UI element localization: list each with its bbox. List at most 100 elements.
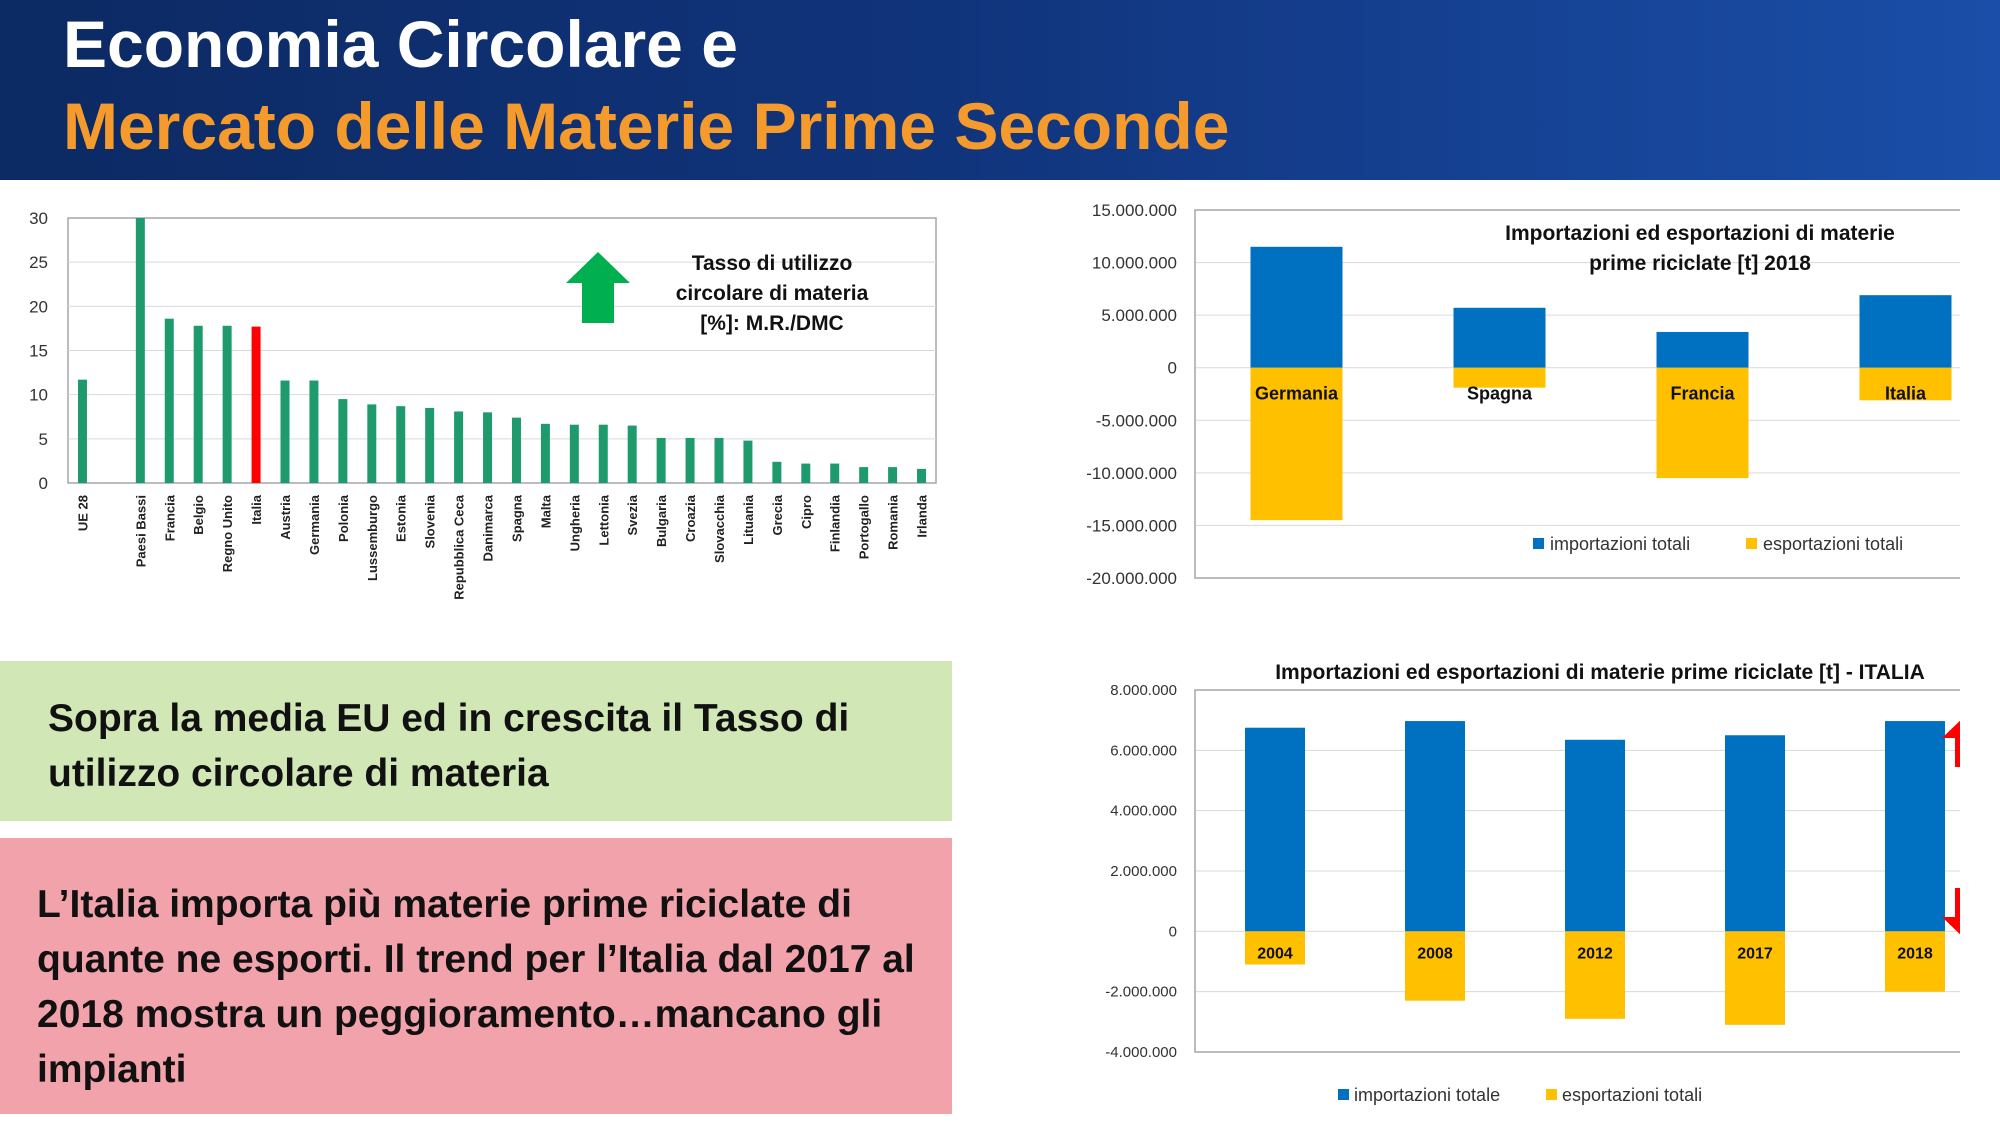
bar-slovenia xyxy=(425,407,435,483)
x-tick-label: Romania xyxy=(886,494,901,550)
bar-export-spagna xyxy=(1453,367,1546,388)
x-tick-label: Repubblica Ceca xyxy=(452,494,467,600)
y-tick-label: 0 xyxy=(1168,359,1177,378)
x-tick-label: Ungheria xyxy=(567,494,582,551)
bar-germania xyxy=(309,380,319,483)
x-tick-label: Slovenia xyxy=(423,494,438,548)
bar-francia xyxy=(164,318,174,483)
x-tick-label: Austria xyxy=(278,494,293,540)
bar-italia xyxy=(251,326,261,483)
x-tick-label: Spagna xyxy=(509,494,524,542)
bar-cipro xyxy=(801,463,811,483)
bar-export-germania xyxy=(1250,367,1343,521)
bar-belgio xyxy=(193,325,203,483)
legend-swatch-export xyxy=(1546,1089,1557,1100)
bar-regno-unito xyxy=(222,325,232,483)
x-tick-label: Lussemburgo xyxy=(365,495,380,581)
x-tick-label: Bulgaria xyxy=(654,494,669,547)
chart-title: Importazioni ed esportazioni di materie … xyxy=(1275,661,1925,684)
page-title-line1: Economia Circolare e xyxy=(63,7,738,81)
red-box: L’Italia importa più materie prime ricic… xyxy=(0,838,952,1114)
legend-label: esportazioni totali xyxy=(1763,534,1903,554)
legend-swatch-export xyxy=(1746,538,1757,549)
legend-label: importazioni totale xyxy=(1354,1085,1500,1105)
page-title-line2: Mercato delle Materie Prime Seconde xyxy=(63,89,1230,163)
chart-title: Importazioni ed esportazioni di materie xyxy=(1505,222,1895,245)
y-tick-label: 5 xyxy=(39,430,48,449)
bar-danimarca xyxy=(483,412,493,483)
bar-export-2004 xyxy=(1245,931,1305,965)
bar-slovacchia xyxy=(714,437,724,483)
x-tick-label: Paesi Bassi xyxy=(133,495,148,567)
bar-polonia xyxy=(338,399,348,483)
x-tick-label: Danimarca xyxy=(481,494,496,561)
x-tick-label: Polonia xyxy=(336,494,351,542)
bar-export-francia xyxy=(1656,367,1749,479)
y-tick-label: -2.000.000 xyxy=(1105,984,1177,1001)
x-tick-label: Malta xyxy=(538,494,553,528)
bar-spagna xyxy=(511,417,521,483)
y-tick-label: 10.000.000 xyxy=(1092,254,1177,273)
x-tick-label: Estonia xyxy=(394,494,409,542)
x-tick-label: Cipro xyxy=(799,495,814,529)
bar-import-2008 xyxy=(1405,721,1465,932)
header-banner: Economia Circolare e Mercato delle Mater… xyxy=(0,0,2000,180)
x-tick-label: 2012 xyxy=(1577,945,1613,962)
plot-frame xyxy=(1194,209,1960,579)
green-box: Sopra la media EU ed in crescita il Tass… xyxy=(0,661,952,821)
red-arrow-down-icon xyxy=(1942,888,1960,935)
legend-label: importazioni totali xyxy=(1550,534,1690,554)
bar-export-italia xyxy=(1859,367,1952,401)
bar-lussemburgo xyxy=(367,404,377,483)
legend-swatch-import xyxy=(1338,1089,1349,1100)
x-tick-label: 2004 xyxy=(1257,945,1293,962)
green-box-text: Sopra la media EU ed in crescita il Tass… xyxy=(48,697,850,795)
chart-annotation: Tasso di utilizzo xyxy=(692,252,853,275)
x-tick-label: Spagna xyxy=(1467,384,1533,404)
y-tick-label: -5.000.000 xyxy=(1096,411,1177,430)
chart-annotation: circolare di materia xyxy=(676,282,869,305)
x-tick-label: Grecia xyxy=(770,494,785,535)
bar-import-2004 xyxy=(1245,727,1305,932)
bar-croazia xyxy=(685,437,695,483)
bar-ungheria xyxy=(569,424,579,483)
x-tick-label: Finlandia xyxy=(828,494,843,552)
legend-label: esportazioni totali xyxy=(1562,1085,1702,1105)
x-tick-label: Regno Unito xyxy=(220,495,235,572)
x-tick-label: Francia xyxy=(1670,384,1735,404)
y-tick-label: 15 xyxy=(29,342,48,361)
chart-annotation: [%]: M.R./DMC xyxy=(700,312,843,335)
bar-romania xyxy=(888,467,898,483)
x-tick-label: 2017 xyxy=(1737,945,1773,962)
y-tick-label: -10.000.000 xyxy=(1086,464,1177,483)
x-tick-label: Portogallo xyxy=(857,495,872,559)
x-tick-label: Lituania xyxy=(741,494,756,545)
x-tick-label: Germania xyxy=(1255,384,1339,404)
y-tick-label: -4.000.000 xyxy=(1105,1044,1177,1061)
x-tick-label: 2018 xyxy=(1897,945,1933,962)
bar-irlanda xyxy=(917,468,927,483)
x-tick-label: 2008 xyxy=(1417,945,1453,962)
red-arrow-up-icon xyxy=(1942,720,1960,767)
plot-frame xyxy=(1194,689,1960,1053)
red-box-text: L’Italia importa più materie prime ricic… xyxy=(37,883,915,1091)
bar-bulgaria xyxy=(656,437,666,483)
y-tick-label: 15.000.000 xyxy=(1092,201,1177,220)
chart-circular-rate: 0 5 10 15 20 25 30 UE 28 Paesi Bassi Francia Belgi… xyxy=(29,209,937,600)
bar-import-2012 xyxy=(1565,739,1625,932)
bar-import-italia xyxy=(1859,295,1952,368)
bar-lituania xyxy=(743,440,753,483)
y-tick-label: 6.000.000 xyxy=(1110,742,1177,759)
chart-import-export-italia: -4.000.000 -2.000.000 0 2.000.000 4.000.000 6… xyxy=(1105,661,1960,1105)
bar-repubblica-ceca xyxy=(454,411,464,483)
bar-paesi-bassi xyxy=(135,218,145,483)
bar-import-2018 xyxy=(1885,721,1945,932)
bar-svezia xyxy=(627,425,637,483)
bar-ue-28 xyxy=(77,379,87,483)
x-tick-label: Irlanda xyxy=(915,494,930,537)
bar-import-2017 xyxy=(1725,735,1785,932)
bar-grecia xyxy=(772,461,782,483)
x-tick-label: Germania xyxy=(307,494,322,555)
bar-import-spagna xyxy=(1453,307,1546,368)
bar-finlandia xyxy=(830,463,840,483)
